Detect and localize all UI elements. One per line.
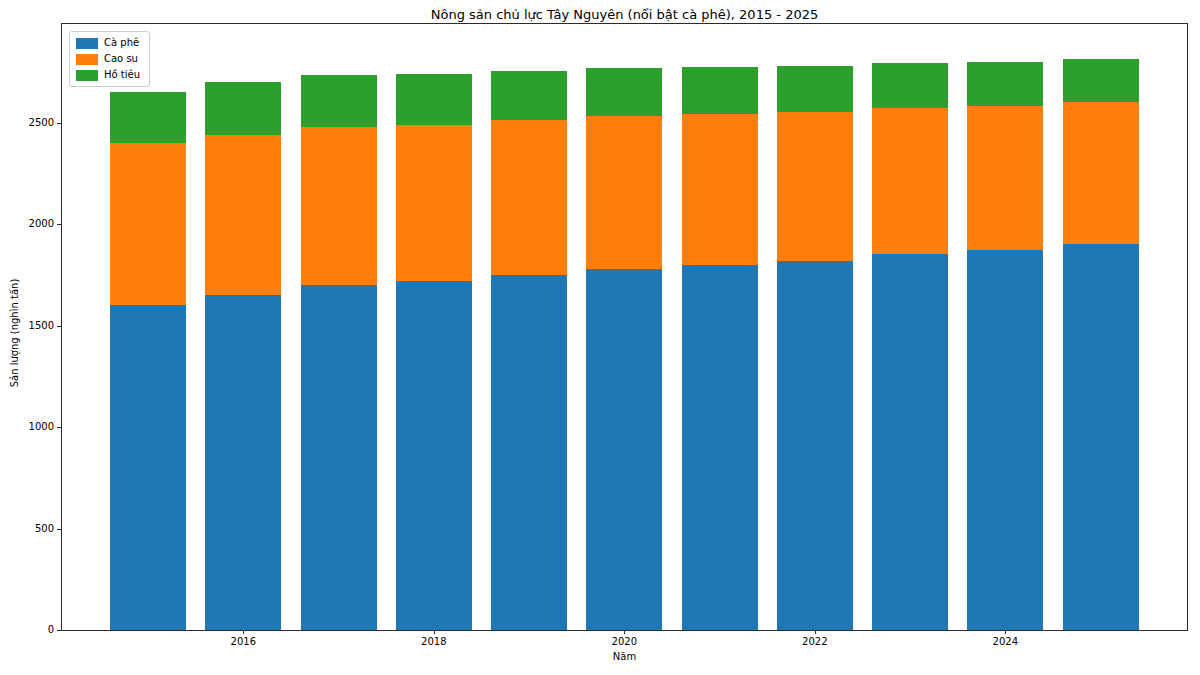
bar-segment-2024-Cà phê [967, 250, 1043, 630]
y-tick-mark-1000 [57, 427, 61, 428]
bar-segment-2021-Hồ tiêu [682, 67, 758, 115]
x-tick-label-2018: 2018 [404, 636, 464, 648]
bar-segment-2016-Cà phê [205, 295, 281, 630]
legend-swatch-ca-phe [76, 38, 98, 49]
bar-segment-2022-Hồ tiêu [777, 66, 853, 113]
x-tick-label-2024: 2024 [975, 636, 1035, 648]
legend-item-ho-tieu: Hồ tiêu [76, 69, 140, 81]
legend-swatch-cao-su [76, 54, 98, 65]
bar-segment-2025-Hồ tiêu [1063, 59, 1139, 103]
x-tick-mark-2018 [434, 630, 435, 634]
x-tick-mark-2022 [815, 630, 816, 634]
legend-item-ca-phe: Cà phê [76, 37, 140, 49]
y-tick-label-0: 0 [10, 624, 54, 636]
bar-segment-2020-Cao su [586, 116, 662, 268]
x-tick-label-2020: 2020 [594, 636, 654, 648]
bar-segment-2016-Cao su [205, 135, 281, 295]
y-tick-mark-1500 [57, 326, 61, 327]
y-tick-label-2000: 2000 [10, 218, 54, 230]
bar-segment-2025-Cao su [1063, 102, 1139, 244]
x-tick-mark-2024 [1005, 630, 1006, 634]
bar-segment-2023-Hồ tiêu [872, 63, 948, 109]
y-tick-mark-2500 [57, 123, 61, 124]
bar-2019 [491, 71, 567, 630]
chart-title: Nông sản chủ lực Tây Nguyên (nổi bật cà … [61, 7, 1188, 22]
bar-segment-2015-Cao su [110, 143, 186, 305]
bar-segment-2024-Cao su [967, 106, 1043, 250]
bar-segment-2022-Cao su [777, 112, 853, 260]
y-tick-label-2500: 2500 [10, 117, 54, 129]
y-tick-label-1000: 1000 [10, 421, 54, 433]
x-tick-mark-2020 [624, 630, 625, 634]
x-tick-mark-2016 [243, 630, 244, 634]
bar-segment-2019-Cà phê [491, 275, 567, 630]
bar-2016 [205, 82, 281, 630]
bar-segment-2017-Cà phê [301, 285, 377, 630]
x-tick-label-2022: 2022 [785, 636, 845, 648]
bar-2017 [301, 75, 377, 630]
bar-2022 [777, 66, 853, 630]
legend-item-cao-su: Cao su [76, 53, 140, 65]
legend-label-cao-su: Cao su [104, 53, 138, 65]
bar-segment-2018-Cà phê [396, 281, 472, 630]
bar-segment-2018-Hồ tiêu [396, 74, 472, 125]
legend-label-ca-phe: Cà phê [104, 37, 139, 49]
bar-segment-2019-Hồ tiêu [491, 71, 567, 121]
bar-segment-2020-Cà phê [586, 269, 662, 630]
bar-2020 [586, 68, 662, 630]
bar-segment-2017-Hồ tiêu [301, 75, 377, 127]
bar-segment-2023-Cà phê [872, 254, 948, 630]
y-tick-mark-0 [57, 630, 61, 631]
bar-segment-2015-Cà phê [110, 305, 186, 630]
bar-segment-2021-Cà phê [682, 265, 758, 630]
bar-segment-2018-Cao su [396, 125, 472, 281]
bar-segment-2021-Cao su [682, 114, 758, 264]
bar-segment-2022-Cà phê [777, 261, 853, 631]
bar-segment-2023-Cao su [872, 108, 948, 254]
legend: Cà phê Cao su Hồ tiêu [69, 31, 150, 87]
bar-segment-2019-Cao su [491, 120, 567, 274]
bar-2025 [1063, 59, 1139, 631]
figure: Nông sản chủ lực Tây Nguyên (nổi bật cà … [0, 0, 1200, 675]
y-tick-label-500: 500 [10, 523, 54, 535]
bar-segment-2025-Cà phê [1063, 244, 1139, 630]
bar-2021 [682, 67, 758, 630]
bar-segment-2015-Hồ tiêu [110, 92, 186, 143]
bar-segment-2020-Hồ tiêu [586, 68, 662, 117]
bar-2015 [110, 92, 186, 630]
y-tick-mark-500 [57, 529, 61, 530]
y-tick-mark-2000 [57, 224, 61, 225]
bar-2018 [396, 74, 472, 630]
plot-area: Cà phê Cao su Hồ tiêu 050010001500200025… [61, 23, 1188, 631]
x-axis-label: Năm [61, 651, 1188, 662]
bar-segment-2024-Hồ tiêu [967, 62, 1043, 107]
legend-label-ho-tieu: Hồ tiêu [104, 69, 140, 81]
bar-segment-2016-Hồ tiêu [205, 82, 281, 135]
legend-swatch-ho-tieu [76, 70, 98, 81]
bar-2024 [967, 62, 1043, 630]
bar-segment-2017-Cao su [301, 127, 377, 285]
x-tick-label-2016: 2016 [213, 636, 273, 648]
bar-2023 [872, 63, 948, 630]
